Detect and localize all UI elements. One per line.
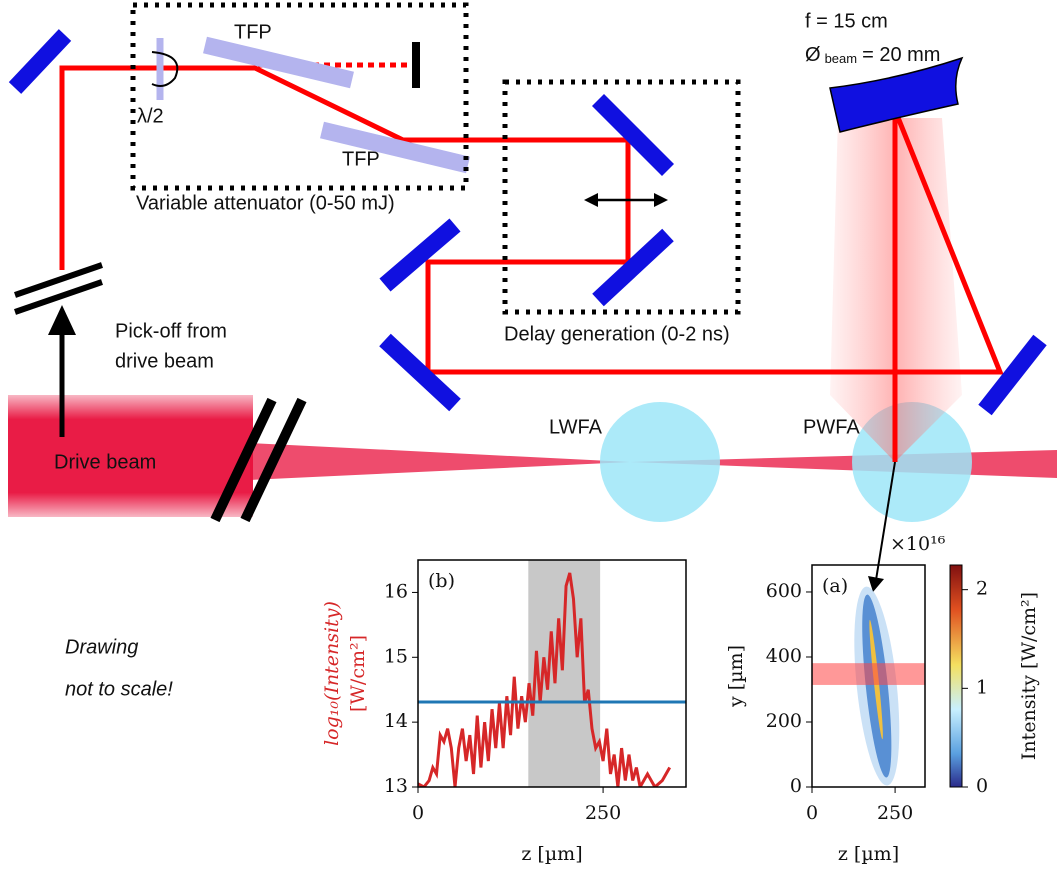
x-axis-label: z [µm] — [521, 843, 582, 865]
tfp-plate — [320, 121, 470, 174]
arrow-head — [48, 305, 76, 335]
arrow — [875, 461, 896, 581]
colorbar-tick-label: 1 — [976, 676, 988, 698]
colorbar-multiplier: ×10¹⁶ — [890, 533, 946, 555]
mirror — [978, 334, 1047, 416]
y-tick-label: 200 — [766, 710, 802, 732]
attenuator-box — [130, 2, 469, 191]
mirror — [379, 333, 461, 412]
note: not to scale! — [65, 678, 173, 700]
label: drive beam — [115, 350, 214, 372]
label: Pick-off from — [115, 320, 227, 342]
arrow-head — [868, 576, 884, 592]
pickoff — [14, 279, 103, 315]
x-tick-label: 0 — [806, 802, 818, 824]
beam-break — [210, 397, 277, 523]
label: TFP — [342, 148, 380, 170]
data-line — [418, 572, 672, 787]
label: PWFA — [803, 416, 860, 438]
plots: 0 250 13 14 15 16 z [µm] (b) log₁₀(Intensity) [W/… — [321, 533, 1040, 865]
x-tick-label: 250 — [585, 802, 621, 824]
y-tick-label: 600 — [766, 580, 802, 602]
pickoff — [14, 262, 103, 298]
y-axis-label: log₁₀(Intensity) — [321, 601, 343, 746]
colorbar-tick-label: 0 — [976, 775, 988, 797]
y-tick-label: 0 — [790, 775, 802, 797]
label: Delay generation (0-2 ns) — [504, 323, 730, 345]
label: beam — [825, 51, 858, 66]
y-tick-label: 16 — [384, 580, 408, 602]
mirror — [591, 93, 675, 177]
label: LWFA — [549, 416, 603, 438]
mirror — [592, 228, 674, 307]
label: Variable attenuator (0-50 mJ) — [136, 192, 395, 214]
label: TFP — [234, 21, 272, 43]
beam-break — [240, 397, 307, 523]
intensity-map — [854, 586, 900, 786]
colorbar — [949, 564, 963, 788]
focusing-mirror — [829, 56, 964, 133]
tfp-plate — [203, 36, 354, 89]
x-tick-label: 250 — [877, 802, 913, 824]
x-tick-label: 0 — [412, 802, 424, 824]
y-tick-label: 14 — [384, 710, 408, 732]
label: Drive beam — [54, 451, 156, 473]
y-tick-label: 400 — [766, 645, 802, 667]
note: Drawing — [65, 636, 138, 658]
label: λ/2 — [137, 105, 164, 127]
y-axis-label: [W/cm²] — [347, 635, 369, 712]
plot-frame — [811, 564, 926, 788]
arrow-head — [584, 193, 598, 207]
highlight-band — [812, 663, 925, 685]
x-axis-label: z [µm] — [838, 843, 899, 865]
lwfa-plasma — [600, 402, 720, 522]
label: = 20 mm — [862, 44, 940, 66]
colorbar-label: Intensity [W/cm²] — [1018, 592, 1040, 760]
panel-label: (a) — [822, 575, 848, 597]
plot-frame — [417, 559, 687, 788]
colorbar-tick-label: 2 — [976, 578, 988, 600]
drive-beam — [8, 395, 253, 517]
label: Ø — [805, 44, 821, 66]
y-tick-label: 15 — [384, 645, 408, 667]
rotation-arrow — [151, 51, 179, 87]
mirror — [8, 29, 72, 94]
y-axis-label: y [µm] — [725, 645, 747, 708]
mirror — [379, 218, 461, 292]
y-tick-label: 13 — [384, 775, 408, 797]
arrow-head — [654, 193, 668, 207]
panel-label: (b) — [428, 570, 455, 592]
label: f = 15 cm — [805, 10, 888, 32]
